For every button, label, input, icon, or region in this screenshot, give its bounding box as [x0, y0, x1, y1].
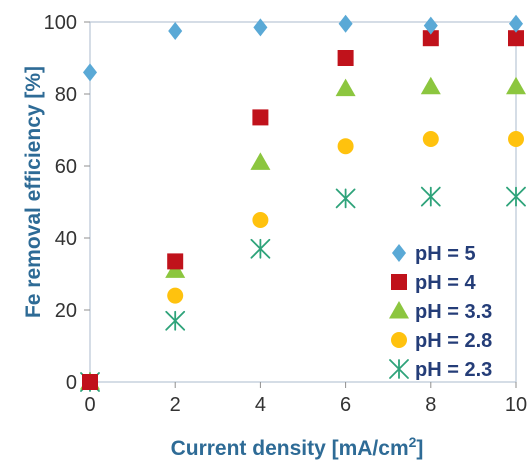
data-point-diamond [338, 14, 353, 33]
y-tick-label: 60 [55, 156, 77, 178]
legend-label: pH = 5 [415, 243, 476, 265]
y-axis-title: Fe removal efficiency [%] [22, 66, 45, 318]
data-point-diamond [168, 22, 183, 40]
data-point-square [252, 109, 269, 126]
data-point-diamond [253, 18, 268, 37]
plot-area [89, 21, 517, 383]
series-square [82, 30, 524, 390]
data-point-circle [337, 138, 354, 155]
data-point-square [337, 50, 354, 66]
legend-item: pH = 4 [391, 272, 476, 294]
legend-item: pH = 3.3 [389, 301, 492, 323]
legend-item: pH = 5 [391, 243, 476, 265]
data-point-circle [508, 131, 524, 147]
y-tick-label: 40 [55, 228, 77, 250]
data-point-diamond [423, 16, 438, 35]
legend-item: pH = 2.8 [391, 330, 492, 352]
series-diamond [82, 14, 524, 82]
data-point-triangle [420, 76, 441, 95]
data-point-square [508, 30, 524, 47]
y-tick-label: 0 [66, 372, 77, 394]
data-point-circle [167, 287, 184, 304]
data-point-square [82, 374, 98, 390]
data-point-square [167, 253, 184, 270]
legend-label: pH = 4 [415, 272, 476, 294]
legend-marker-asterisk [389, 359, 409, 379]
data-point-triangle [506, 76, 526, 95]
x-tick-label: 8 [425, 394, 436, 416]
x-axis-title: Current density [mA/cm2] [171, 434, 424, 460]
x-tick-label: 2 [170, 394, 181, 416]
legend-marker-square [391, 274, 407, 290]
data-point-circle [252, 212, 269, 228]
y-tick-label: 100 [44, 12, 77, 34]
series-circle [82, 131, 524, 390]
legend-marker-diamond [391, 244, 407, 262]
legend-marker-circle [391, 332, 407, 348]
x-axis-title-superscript: 2 [409, 434, 417, 450]
legend-label: pH = 2.3 [415, 359, 492, 381]
legend: pH = 5 pH = 4 pH = 3.3 pH = 2.8 pH = 2.3 [389, 243, 492, 381]
data-point-square [422, 30, 439, 47]
y-tick-label: 80 [55, 84, 77, 106]
data-point-diamond [508, 14, 524, 33]
x-tick-label: 4 [255, 394, 266, 416]
legend-item: pH = 2.3 [389, 359, 492, 381]
data-point-triangle [335, 78, 356, 97]
x-tick-label: 6 [340, 394, 351, 416]
data-marks [80, 14, 526, 392]
legend-marker-triangle [389, 301, 409, 319]
y-tick-label: 20 [55, 300, 77, 322]
x-tick-label: 10 [505, 394, 527, 416]
data-point-asterisk [250, 238, 271, 259]
data-point-triangle [250, 152, 271, 170]
plot-frame [89, 21, 517, 383]
legend-label: pH = 3.3 [415, 301, 492, 323]
data-point-diamond [82, 63, 98, 82]
data-point-asterisk [506, 186, 526, 207]
x-tick-label: 0 [84, 394, 95, 416]
data-point-circle [422, 131, 439, 147]
x-axis-title-main: Current density [mA/cm [171, 437, 409, 460]
data-point-asterisk [165, 310, 186, 331]
data-point-asterisk [420, 186, 441, 207]
data-point-asterisk [335, 188, 356, 209]
x-axis-title-tail: ] [416, 437, 423, 460]
legend-label: pH = 2.8 [415, 330, 492, 352]
